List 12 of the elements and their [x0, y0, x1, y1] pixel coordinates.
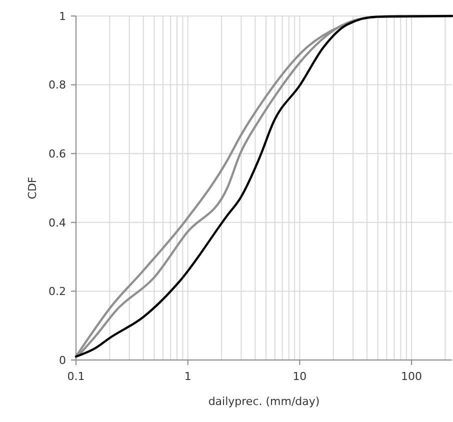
- y-axis-title: CDF: [26, 176, 39, 200]
- y-tick-label: 0: [59, 354, 66, 367]
- x-tick-label: 1: [184, 370, 192, 383]
- x-axis-title: dailyprec. (mm/day): [208, 395, 320, 408]
- y-tick-label: 0.2: [48, 285, 66, 298]
- x-tick-label: 100: [401, 370, 422, 383]
- y-tick-label: 0.8: [48, 78, 66, 92]
- y-tick-label: 0.4: [48, 216, 66, 230]
- x-tick-label: 0.1: [67, 370, 85, 383]
- x-tick-label: 10: [292, 370, 307, 383]
- y-tick-label: 1: [59, 10, 66, 23]
- y-tick-label: 0.6: [48, 147, 66, 160]
